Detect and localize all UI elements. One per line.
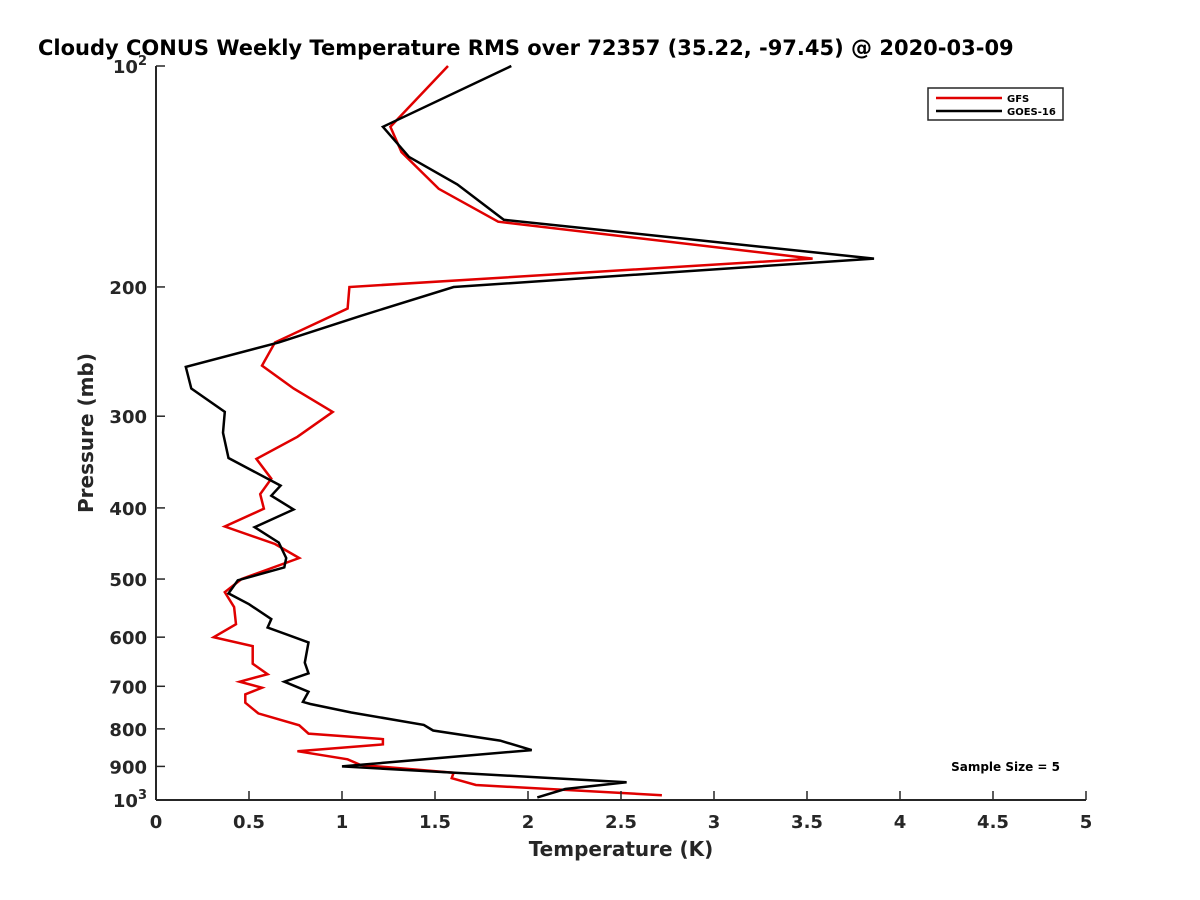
y-tick-label: 400 — [109, 499, 147, 520]
x-tick-label: 2 — [522, 812, 535, 833]
y-tick-label: 200 — [109, 278, 147, 299]
y-tick-label: 103 — [113, 788, 147, 812]
x-tick-label: 1.5 — [419, 812, 451, 833]
legend-label-goes16: GOES-16 — [1007, 107, 1056, 118]
y-tick-label: 800 — [109, 720, 147, 741]
series-line-goes16 — [184, 64, 875, 799]
x-tick-label: 4 — [894, 812, 907, 833]
x-tick-label: 3 — [708, 812, 721, 833]
x-axis-label: Temperature (K) — [529, 837, 714, 861]
y-tick-label: 300 — [109, 407, 147, 428]
y-tick-label: 700 — [109, 677, 147, 698]
y-tick-label: 102 — [113, 54, 147, 78]
x-tick-label: 0.5 — [233, 812, 265, 833]
x-tick-label: 1 — [336, 812, 349, 833]
x-tick-label: 5 — [1080, 812, 1093, 833]
x-tick-label: 2.5 — [605, 812, 637, 833]
y-tick-label: 500 — [109, 570, 147, 591]
y-tick-label: 600 — [109, 628, 147, 649]
y-axis-label: Pressure (mb) — [74, 353, 98, 513]
x-tick-label: 4.5 — [977, 812, 1009, 833]
series-layer — [184, 64, 875, 799]
y-ticks: 102 200 300 400 500 600 700 800 900 103 — [109, 54, 165, 812]
series-line-gfs — [210, 65, 813, 797]
y-tick-label: 900 — [109, 757, 147, 778]
sample-size-annotation: Sample Size = 5 — [951, 760, 1060, 774]
chart-title: Cloudy CONUS Weekly Temperature RMS over… — [38, 36, 1014, 60]
x-tick-label: 3.5 — [791, 812, 823, 833]
legend: GFS GOES-16 — [927, 87, 1064, 121]
legend-box — [927, 87, 1064, 121]
x-ticks: 0 0.5 1 1.5 2 2.5 3 3.5 4 4.5 5 — [150, 791, 1093, 833]
x-tick-label: 0 — [150, 812, 163, 833]
legend-label-gfs: GFS — [1007, 94, 1029, 105]
